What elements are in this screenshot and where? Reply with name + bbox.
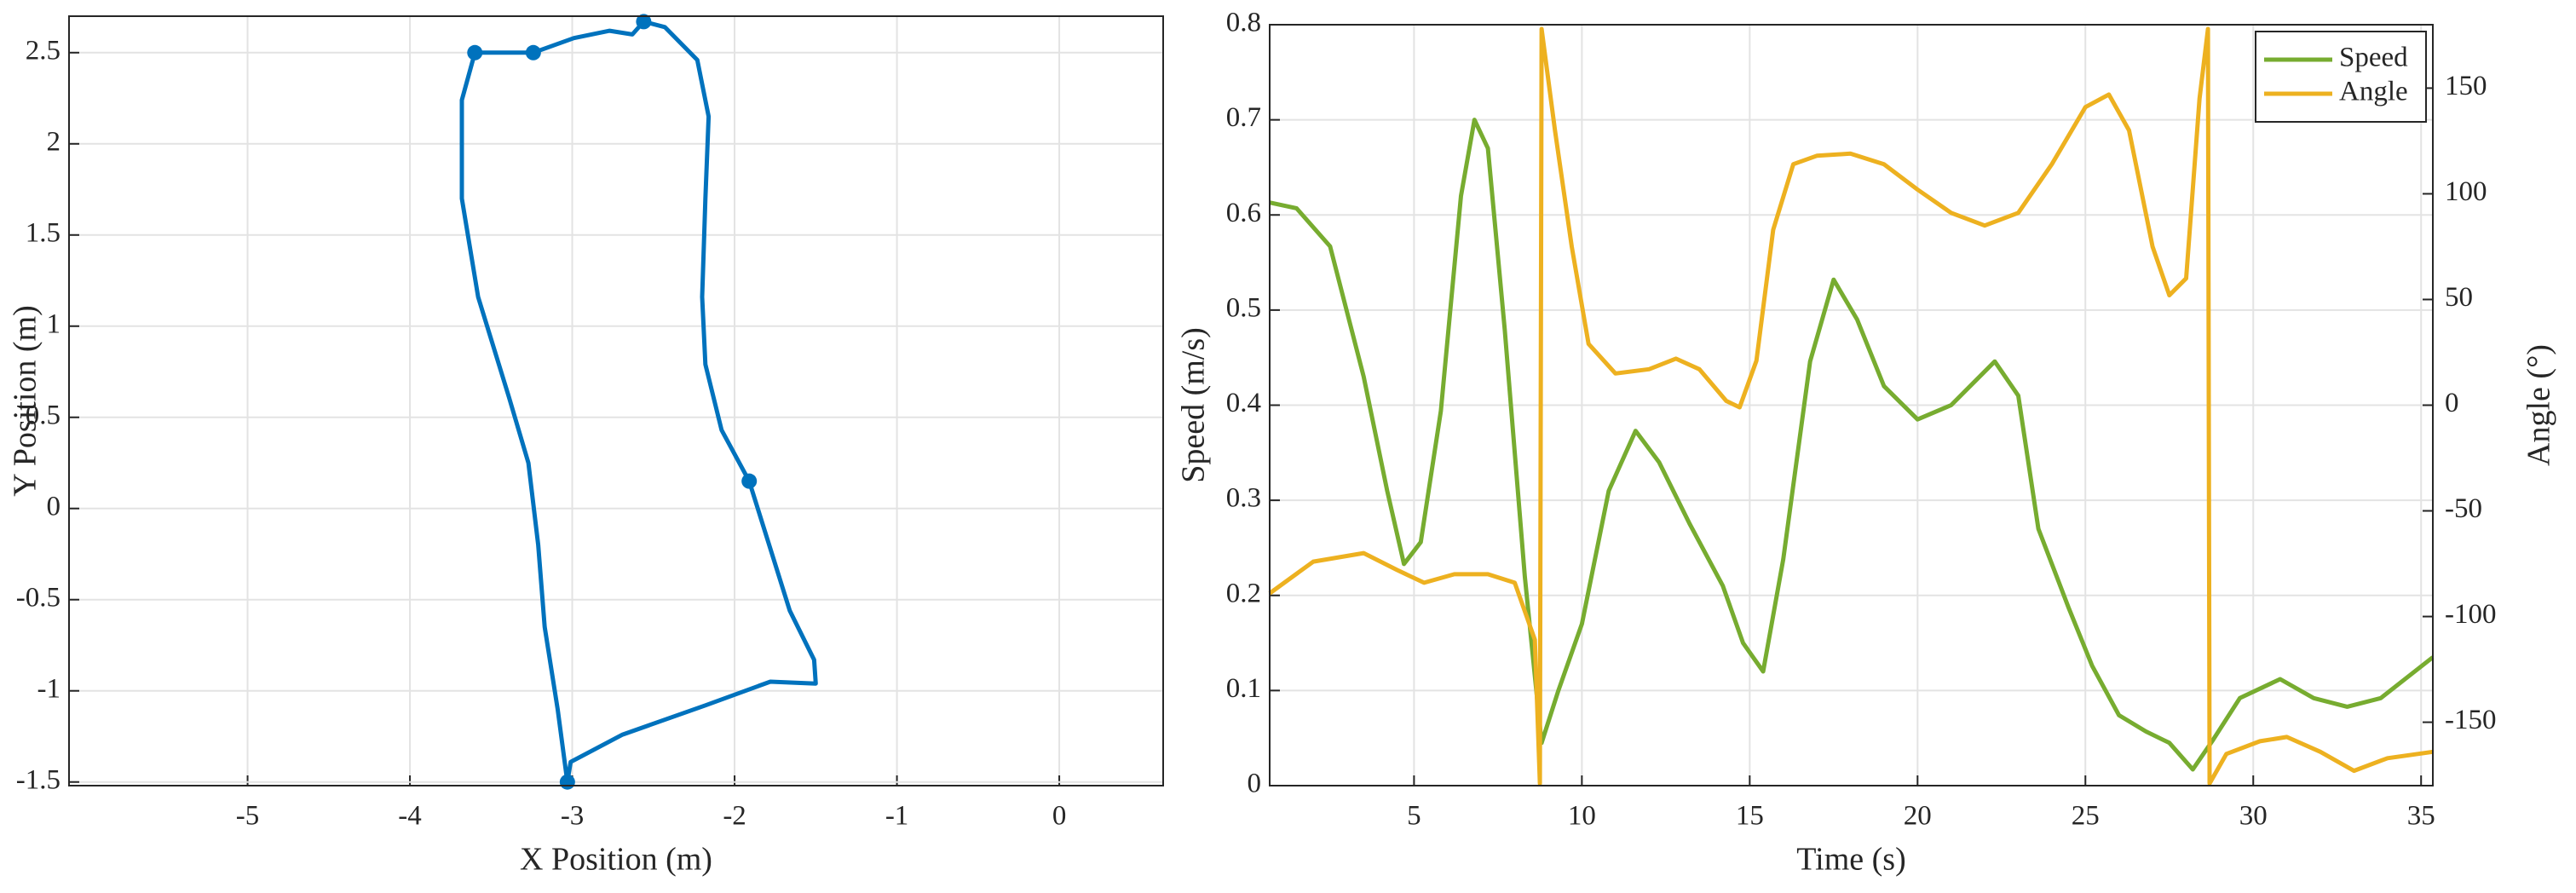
axes-box (1269, 24, 2434, 786)
x-tick-label: 15 (1736, 801, 1764, 832)
x-tick-label: -4 (398, 801, 422, 832)
y2-tick-label: 0 (2445, 388, 2459, 418)
y2-tick-label: 150 (2445, 71, 2487, 101)
y2-tick-label: -50 (2445, 493, 2482, 524)
x-tick-label: 5 (1407, 801, 1421, 832)
y-tick-label: 0.6 (1226, 198, 1261, 228)
marker (741, 473, 758, 489)
y-tick-label: 2 (47, 126, 61, 157)
data-line (1269, 118, 2435, 772)
y2-tick-label: -150 (2445, 705, 2497, 735)
x-tick-label: 35 (2407, 801, 2435, 832)
x-axis-label: X Position (m) (520, 842, 712, 878)
y-tick-label: -0.5 (16, 582, 61, 613)
legend-label: Angle (2339, 77, 2408, 107)
marker (559, 774, 575, 790)
legend-label: Speed (2339, 43, 2408, 73)
x-tick-label: 20 (1904, 801, 1932, 832)
y-tick-label: 0 (47, 491, 61, 521)
x-tick-label: 10 (1568, 801, 1596, 832)
legend-box (2255, 31, 2427, 123)
y-tick-label: 0 (1248, 769, 1262, 799)
y-axis-label: Y Position (m) (8, 305, 43, 497)
x-tick-label: -1 (885, 801, 909, 832)
marker (525, 44, 541, 60)
y2-axis-label: Angle (°) (2521, 344, 2557, 466)
y2-tick-label: 50 (2445, 282, 2473, 313)
x-tick-label: 25 (2072, 801, 2100, 832)
y-tick-label: -1.5 (16, 764, 61, 795)
legend: Speed Angle (2255, 31, 2427, 123)
x-tick-label: 0 (1052, 801, 1067, 832)
y-tick-label: 0.2 (1226, 578, 1261, 608)
y-tick-label: 2.5 (26, 35, 61, 66)
y-tick-label: 0.3 (1226, 483, 1261, 514)
data-line (1268, 26, 2434, 786)
y-tick-label: 1 (47, 308, 61, 339)
x-tick-label: 30 (2239, 801, 2268, 832)
y-tick-label: 0.4 (1226, 388, 1261, 418)
y-tick-label: 0.1 (1226, 673, 1261, 704)
data-line (459, 19, 818, 783)
x-axis-label: Time (s) (1796, 842, 1905, 878)
y-tick-label: 0.7 (1226, 102, 1261, 133)
y-tick-label: -1 (37, 673, 61, 704)
y-tick-label: 0.5 (26, 400, 61, 430)
x-tick-label: -3 (561, 801, 585, 832)
x-tick-label: -2 (723, 801, 746, 832)
y-tick-label: 0.8 (1226, 8, 1261, 38)
y2-tick-label: -100 (2445, 599, 2497, 630)
y2-tick-label: 100 (2445, 176, 2487, 207)
plot-area (69, 16, 1163, 786)
marker (636, 14, 652, 30)
y-tick-label: 0.5 (1226, 292, 1261, 323)
y-axis-label: Speed (m/s) (1176, 327, 1212, 483)
x-tick-label: -5 (236, 801, 260, 832)
axes-box (68, 15, 1164, 786)
y-tick-label: 1.5 (26, 217, 61, 248)
marker (467, 44, 483, 60)
